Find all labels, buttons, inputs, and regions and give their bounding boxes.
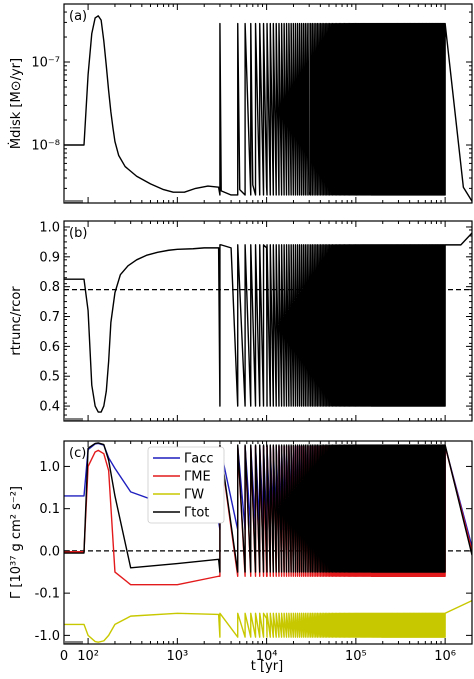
panel-tag-1: (b) [69, 226, 87, 241]
y-axis-label-2: Γ [10³⁷ g cm² s⁻²] [9, 486, 24, 599]
y-tick-label-1-2: 0.6 [39, 340, 60, 355]
legend-label-1: ΓME [184, 470, 211, 485]
series-line-1-0 [64, 232, 472, 413]
legend: Γacc ΓME ΓW Γtot [147, 446, 225, 524]
legend-label-3: Γtot [184, 506, 209, 521]
panel-tag-2: (c) [69, 446, 86, 461]
y-tick-label-1-1: 0.5 [39, 370, 60, 385]
series-line-2-2 [64, 599, 472, 643]
x-tick-label-4: 10⁵ [345, 649, 367, 664]
series-group-1 [64, 232, 472, 413]
y-tick-label-1-5: 0.9 [39, 250, 60, 265]
panel-tag-0: (a) [69, 9, 87, 24]
y-tick-label-2-0: -1.0 [35, 629, 60, 644]
y-axis-label-1: rtrunc/rcor [9, 286, 24, 356]
series-line-2-3 [64, 442, 472, 573]
y-tick-label-2-1: -0.1 [35, 587, 60, 602]
plot-frame-0 [63, 3, 473, 204]
y-axis-label-0: Ṁdisk [M⊙/yr] [8, 58, 24, 149]
y-tick-label-1-6: 1.0 [39, 220, 60, 235]
series-line-0-0 [64, 15, 472, 202]
panel-a: 10⁻⁸ 10⁻⁷ (a) Ṁdisk [M⊙/yr] [8, 3, 473, 204]
series-group-2 [64, 442, 472, 643]
y-tick-label-1-3: 0.7 [39, 310, 60, 325]
y-tick-label-2-2: 0.0 [39, 544, 60, 559]
panel-b: 0.4 0.5 0.6 0.7 0.8 0.9 1.0 (b) rtrunc/rcor [9, 220, 473, 422]
x-tick-label-5: 10⁶ [434, 649, 456, 664]
y-tick-label-0-1: 10⁻⁷ [31, 56, 60, 71]
plot-frame-1 [63, 220, 473, 422]
x-tick-label-1: 10² [77, 649, 99, 664]
x-axis-label: t [yr] [251, 659, 283, 674]
series-group-0 [64, 15, 472, 202]
plot-frame-2 [63, 440, 473, 645]
panel-c: -1.0-0.10.00.11.0(c)Γ [10³⁷ g cm² s⁻²]0 1… [9, 440, 473, 664]
y-tick-label-2-4: 1.0 [39, 460, 60, 475]
legend-box [147, 446, 225, 524]
y-tick-label-2-3: 0.1 [39, 502, 60, 517]
x-tick-label-0: 0 [60, 649, 68, 664]
y-tick-label-1-4: 0.8 [39, 280, 60, 295]
x-tick-label-2: 10³ [166, 649, 188, 664]
legend-label-0: Γacc [184, 452, 214, 467]
x-tick-label-3: 10⁴ [256, 649, 278, 664]
legend-label-2: ΓW [184, 488, 204, 503]
y-tick-label-0-0: 10⁻⁸ [31, 138, 60, 153]
y-tick-label-1-0: 0.4 [39, 400, 60, 415]
